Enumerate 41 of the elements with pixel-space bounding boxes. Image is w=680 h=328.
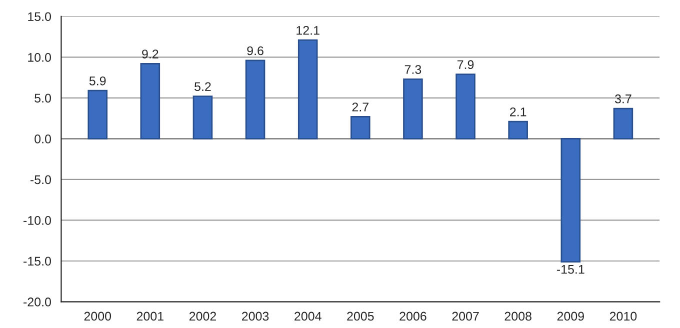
data-label: 9.6: [247, 46, 264, 56]
bar: [140, 62, 160, 140]
x-tick-label: 2005: [347, 312, 374, 321]
y-tick-label: 15.0: [28, 12, 51, 22]
bar: [350, 116, 370, 140]
x-tick-label: 2004: [294, 312, 322, 321]
data-label: 3.7: [614, 94, 632, 104]
data-label: 2.7: [352, 102, 368, 112]
x-tick-label: 2009: [557, 312, 584, 321]
bar: [613, 108, 634, 140]
y-tick-label: -20.0: [24, 298, 51, 306]
x-tick-label: 2007: [452, 312, 479, 321]
data-label: 5.9: [89, 76, 106, 86]
bar: [245, 60, 266, 140]
y-tick-label: -5.0: [30, 175, 51, 184]
data-label: 7.3: [404, 65, 422, 74]
x-tick-label: 2006: [400, 312, 426, 321]
y-tick-label: 5.0: [34, 94, 51, 103]
x-tick-label: 2000: [84, 312, 112, 321]
x-tick-label: 2003: [242, 312, 269, 321]
data-label: -15.1: [556, 265, 584, 274]
bar: [88, 90, 108, 140]
x-tick-label: 2008: [504, 312, 532, 321]
y-tick-label: -10.0: [24, 216, 51, 225]
bar: [403, 78, 423, 140]
x-tick-label: 2002: [189, 312, 216, 321]
bar: [298, 39, 318, 140]
x-tick-label: 2010: [610, 312, 637, 321]
bar: [560, 138, 581, 263]
data-label: 9.2: [142, 50, 158, 58]
data-label: 7.9: [457, 60, 474, 70]
data-label: 2.1: [510, 107, 526, 116]
y-tick-label: -15.0: [24, 256, 51, 266]
data-label: 5.2: [194, 82, 211, 92]
bar: [192, 96, 213, 140]
bar: [456, 74, 476, 140]
bar: [508, 120, 528, 140]
y-tick-label: 0.0: [34, 134, 51, 144]
y-tick-label: 10.0: [28, 52, 51, 62]
x-tick-label: 2001: [136, 312, 164, 321]
data-label: 12.1: [296, 26, 320, 35]
